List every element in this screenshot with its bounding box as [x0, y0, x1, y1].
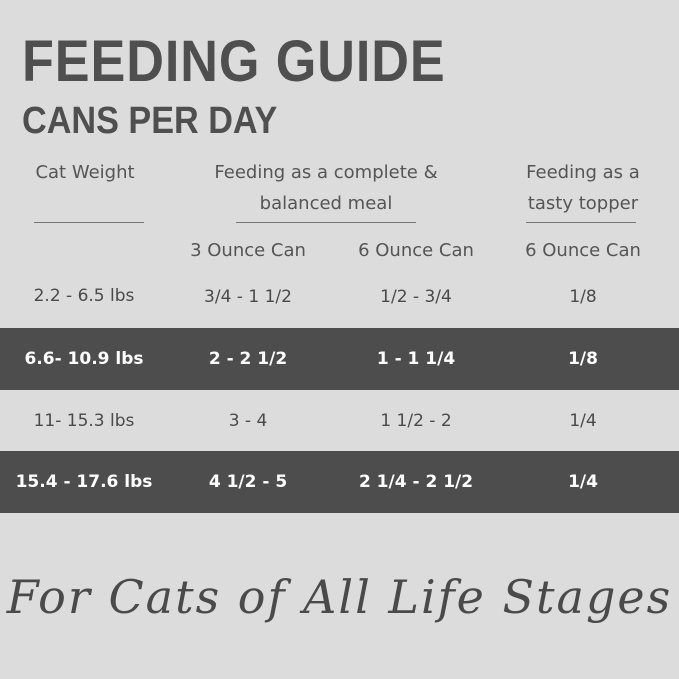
cell: 1/2 - 3/4: [380, 287, 452, 307]
cell: 2.2 - 6.5 lbs: [33, 286, 135, 306]
column-header: Cat Weight: [35, 162, 135, 183]
footer: For Cats of All Life Stages: [6, 570, 673, 624]
rule: [34, 222, 144, 223]
cell: 1 - 1 1/4: [376, 349, 456, 369]
cell: 3/4 - 1 1/2: [204, 287, 292, 307]
cell: 2 - 2 1/2: [208, 349, 288, 369]
table-row: 15.4 - 17.6 lbs 4 1/2 - 5 2 1/4 - 2 1/2 1/4: [0, 451, 679, 513]
cell: 1 1/2 - 2: [380, 411, 452, 431]
cell: 1/8: [569, 287, 597, 307]
cell: 11- 15.3 lbs: [33, 411, 135, 431]
cell: 4 1/2 - 5: [208, 472, 288, 492]
cell: 1/8: [568, 349, 598, 369]
cell: 2 1/4 - 2 1/2: [358, 472, 474, 492]
column-header: Feeding as a complete & balanced meal: [214, 162, 438, 214]
sub-header: 3 Ounce Can: [190, 240, 306, 261]
table-row: 11- 15.3 lbs 3 - 4 1 1/2 - 2 1/4: [0, 390, 679, 452]
cell: 1/4: [568, 472, 598, 492]
subtitle: CANS PER DAY: [22, 100, 278, 142]
cell: 6.6- 10.9 lbs: [24, 349, 144, 369]
title: FEEDING GUIDE: [22, 29, 446, 94]
rule: [526, 222, 636, 223]
sub-header: 6 Ounce Can: [525, 240, 641, 261]
column-header: Feeding as a tasty topper: [526, 162, 640, 214]
cell: 15.4 - 17.6 lbs: [15, 472, 153, 492]
table-row: 2.2 - 6.5 lbs 3/4 - 1 1/2 1/2 - 3/4 1/8: [0, 266, 679, 328]
cell: 1/4: [569, 411, 597, 431]
table-row: 6.6- 10.9 lbs 2 - 2 1/2 1 - 1 1/4 1/8: [0, 328, 679, 390]
cell: 3 - 4: [228, 411, 268, 431]
sub-header: 6 Ounce Can: [358, 240, 474, 261]
rule: [236, 222, 416, 223]
